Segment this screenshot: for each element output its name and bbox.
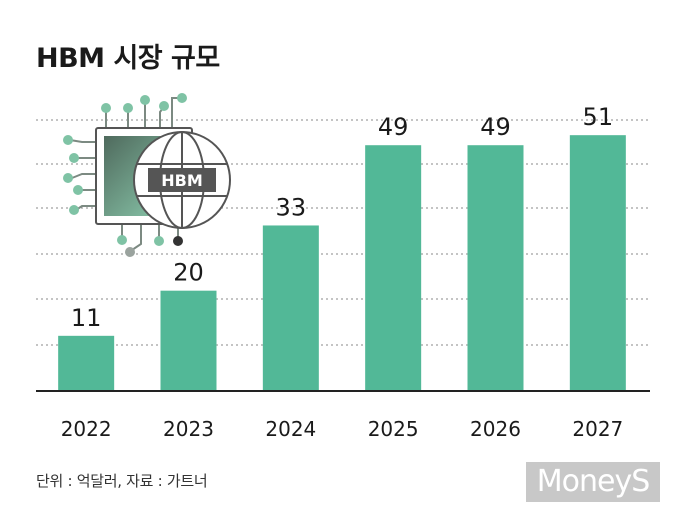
value-labels: 11 20 33 49 49 51 [71, 103, 613, 332]
chart-title: HBM 시장 규모 [36, 43, 220, 74]
x-tick-label: 2026 [470, 417, 521, 441]
value-label: 20 [173, 259, 204, 287]
x-axis-labels: 2022 2023 2024 2025 2026 2027 [61, 417, 624, 441]
illustration-label: HBM [161, 171, 203, 190]
x-tick-label: 2024 [265, 417, 316, 441]
bar-2025 [365, 145, 422, 391]
x-tick-label: 2023 [163, 417, 214, 441]
value-label: 49 [480, 113, 511, 141]
x-tick-label: 2025 [368, 417, 419, 441]
bars [58, 135, 626, 391]
source-footnote: 단위 : 억달러, 자료 : 가트너 [36, 472, 208, 490]
value-label: 11 [71, 304, 102, 332]
moneys-logo: MoneyS [526, 462, 660, 502]
value-label: 33 [276, 193, 307, 221]
bar-2024 [262, 225, 319, 391]
chip-globe-icon: HBM [63, 93, 231, 257]
bar-2026 [467, 145, 524, 391]
bar-2022 [58, 335, 115, 391]
x-tick-label: 2022 [61, 417, 112, 441]
value-label: 51 [583, 103, 614, 131]
x-tick-label: 2027 [572, 417, 623, 441]
bar-2027 [569, 135, 626, 391]
grid-lines [36, 119, 650, 346]
bar-2023 [160, 290, 217, 391]
value-label: 49 [378, 113, 409, 141]
logo-text: MoneyS [536, 464, 651, 499]
